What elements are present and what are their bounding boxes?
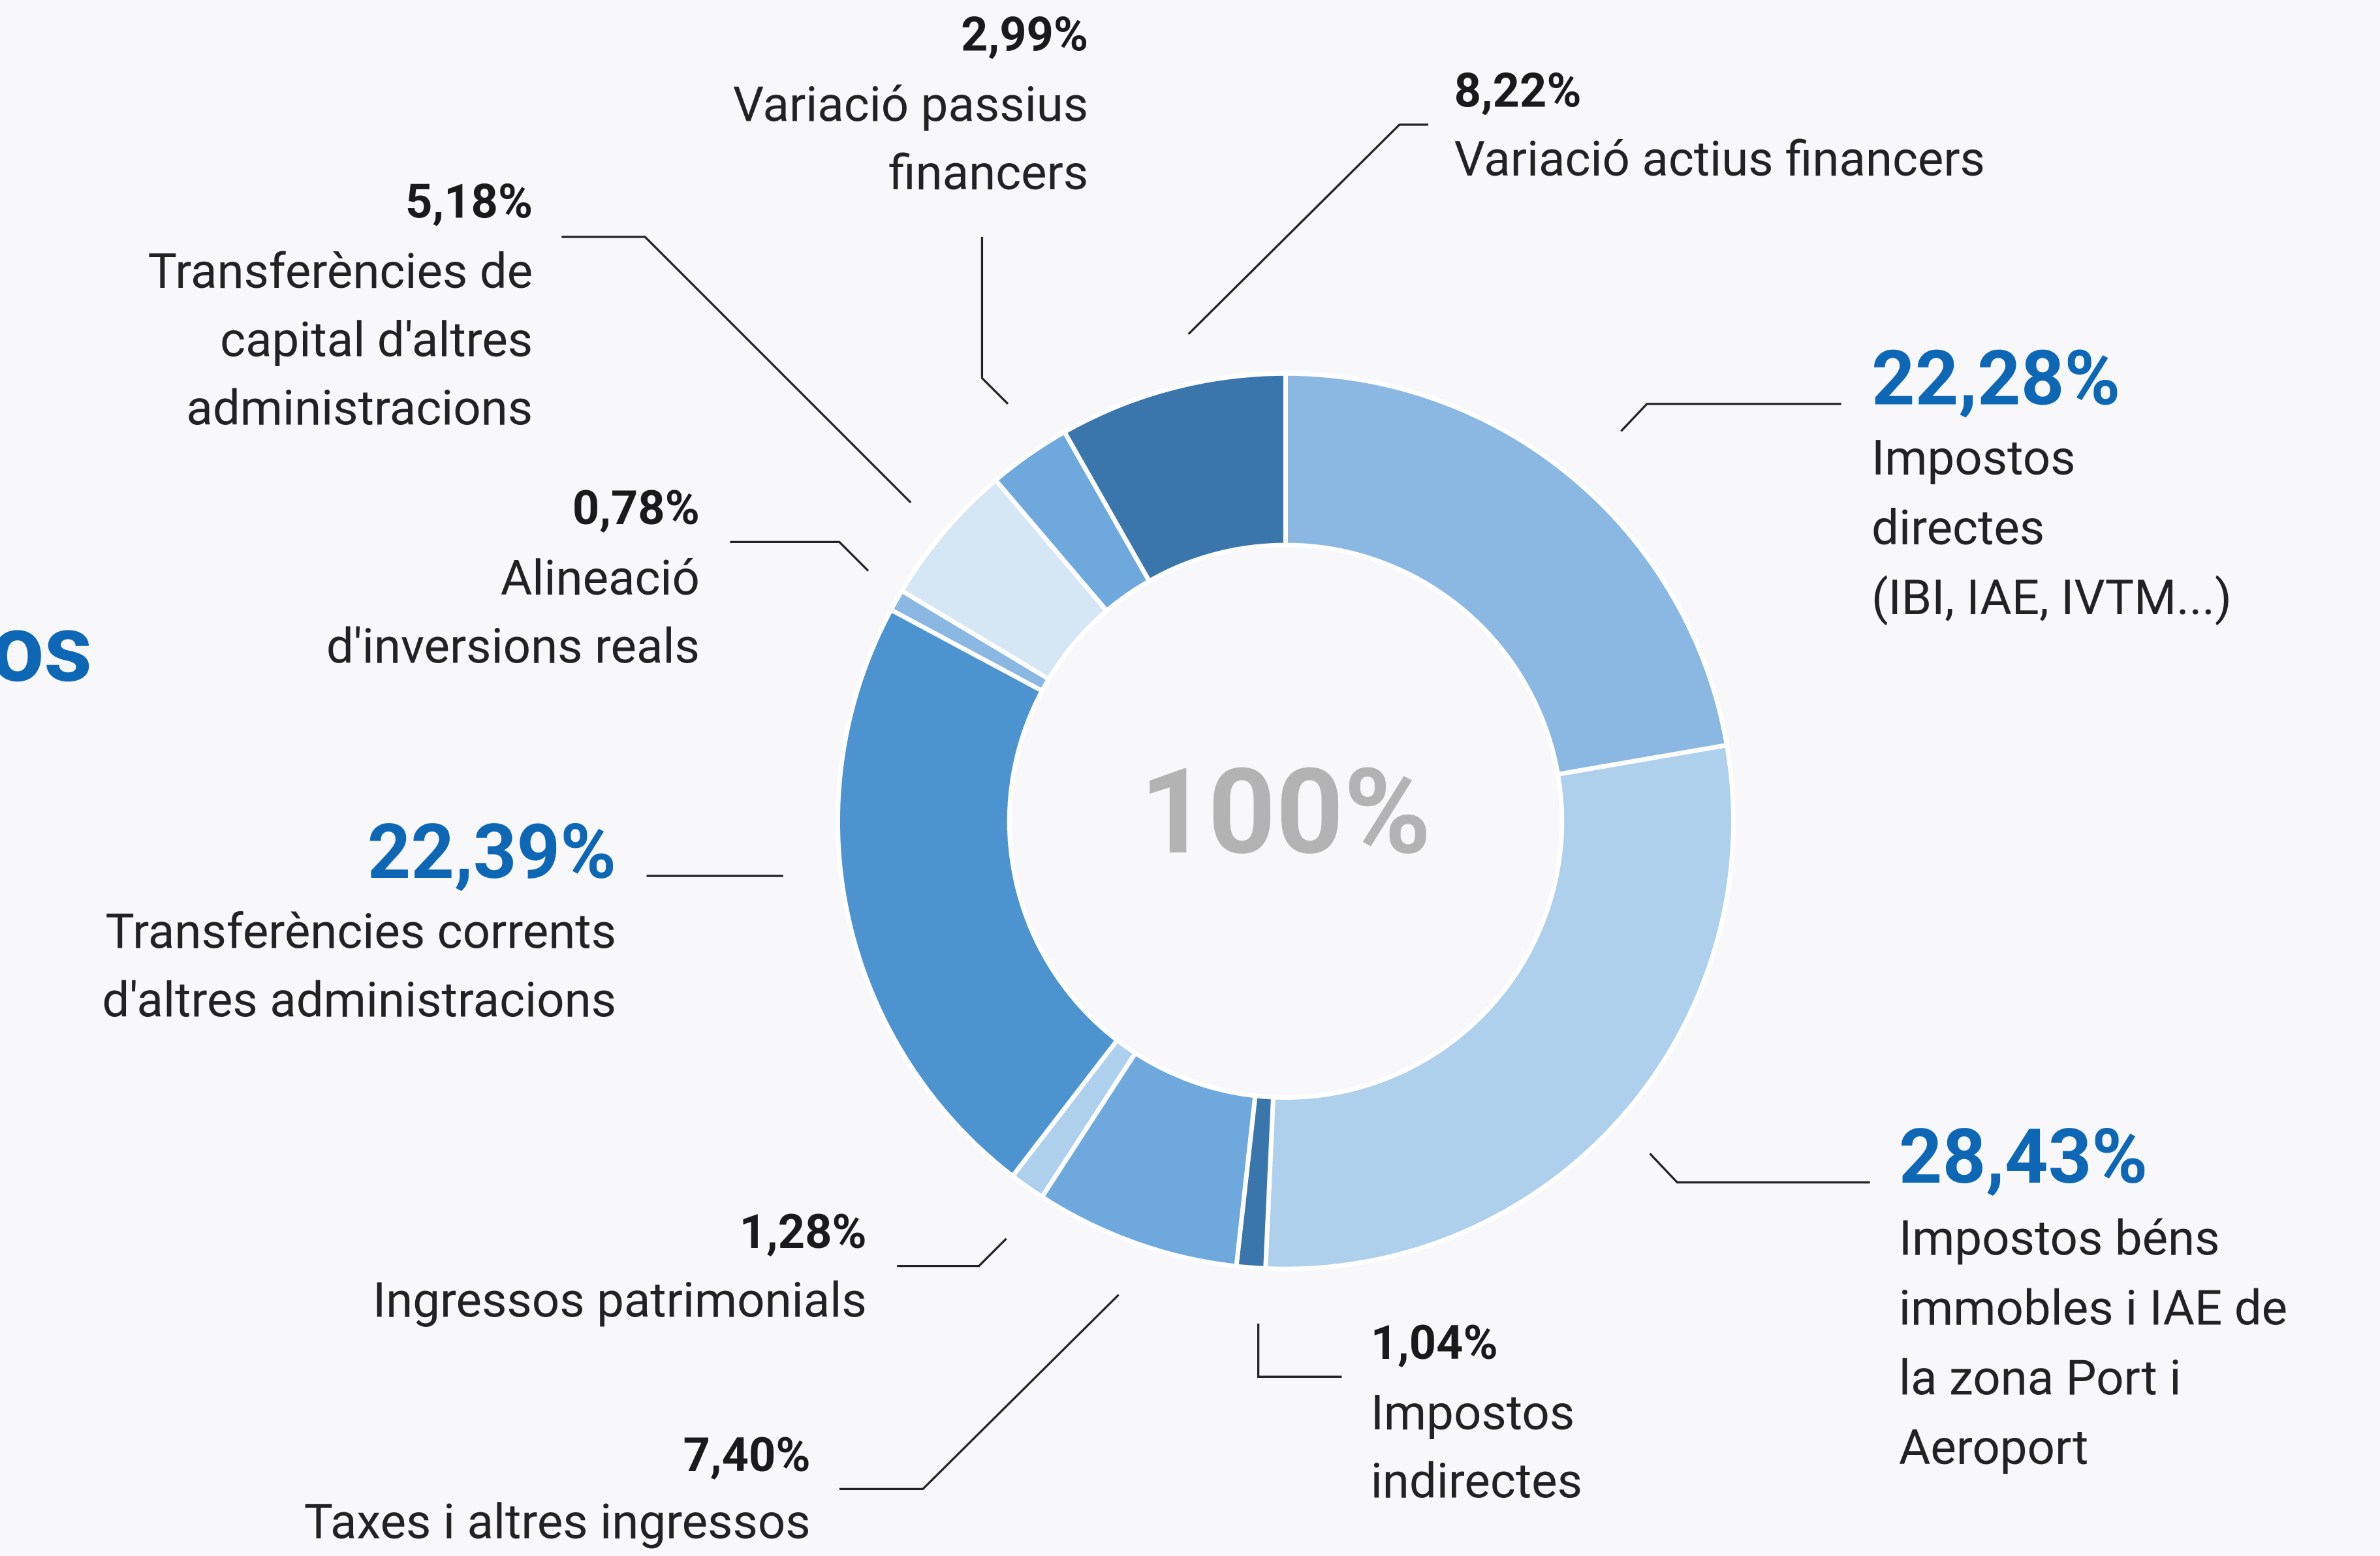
leader-line	[1649, 1153, 1870, 1184]
category-label: Taxes i altres ingressos	[304, 1494, 811, 1551]
category-label: Transferències corrents d'altres administ…	[102, 903, 616, 1029]
value-label: 28,43%	[1899, 1113, 2148, 1202]
category-label: Ingressos patrimonials	[373, 1272, 867, 1329]
leader-line	[561, 236, 912, 504]
value-label: 8,22%	[1454, 63, 1582, 119]
donut-segment	[1263, 742, 1736, 1271]
leader-line	[1620, 403, 1841, 432]
value-label: 5,18%	[405, 174, 533, 229]
value-label: 1,04%	[1371, 1315, 1498, 1371]
category-label: Impostos directes (IBI, IAE, IVTM...)	[1871, 430, 2232, 627]
donut-segment	[1061, 371, 1288, 585]
center-label: 100%	[1140, 743, 1431, 882]
donut-segment	[836, 606, 1121, 1179]
chart-title: os	[0, 594, 92, 704]
value-label: 22,39%	[368, 808, 616, 897]
category-label: Impostos indirectes	[1371, 1384, 1582, 1510]
leader-line	[839, 1294, 1120, 1491]
value-label: 2,99%	[961, 7, 1088, 62]
value-label: 22,28%	[1871, 334, 2120, 423]
leader-line	[730, 540, 869, 572]
donut-segment	[1283, 371, 1730, 777]
value-label: 7,40%	[683, 1427, 811, 1483]
leader-line	[1257, 1323, 1342, 1378]
value-label: 1,28%	[740, 1204, 867, 1260]
category-label: Variació passius financers	[733, 76, 1088, 202]
value-label: 0,78%	[572, 480, 700, 536]
category-label: Transferències de capital d'altres adminis…	[148, 243, 533, 437]
leader-line	[1187, 123, 1429, 335]
category-label: Alineació d'inversions reals	[326, 550, 700, 676]
leader-line	[897, 1237, 1007, 1268]
leader-line	[980, 237, 1009, 405]
category-label: Variació actius financers	[1454, 131, 1985, 188]
category-label: Impostos béns immobles i IAE de la zona Po…	[1899, 1210, 2287, 1476]
